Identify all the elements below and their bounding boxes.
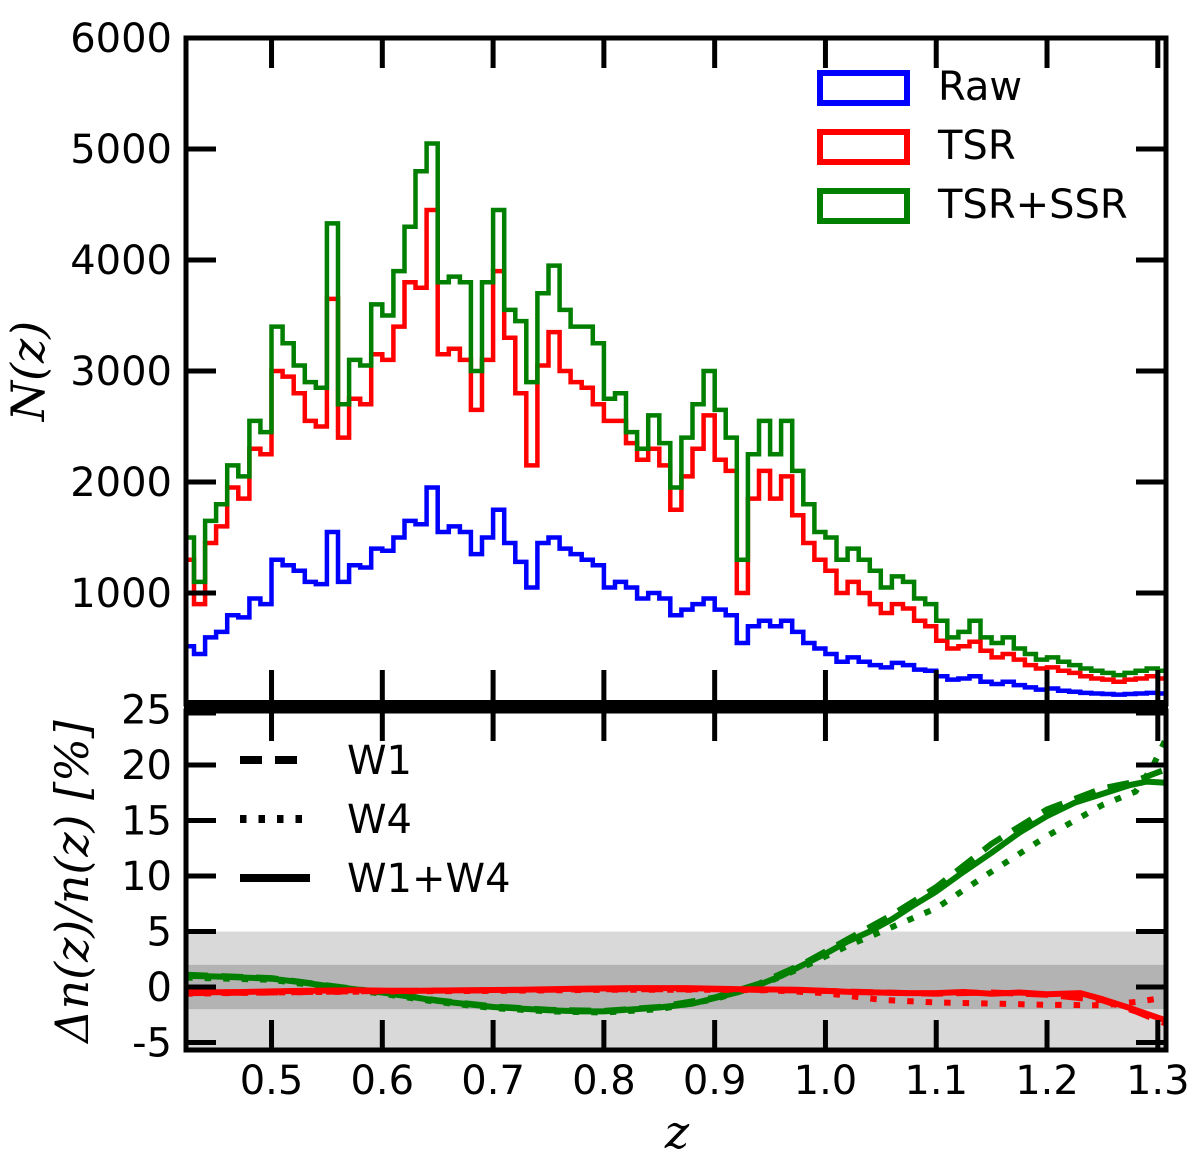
legend-swatch-raw (817, 70, 910, 106)
legend-label-w4: W4 (347, 797, 412, 843)
ytick-label-bottom: 5 (147, 910, 172, 956)
ytick-label-bottom: 20 (121, 743, 172, 789)
ytick-label-top: 6000 (70, 16, 172, 62)
ytick-label-bottom: 15 (121, 799, 172, 845)
xtick-label: 1.0 (794, 1058, 858, 1104)
tsr-ssr-histogram (186, 141, 1166, 678)
legend-label-tsr: TSR (937, 123, 1016, 169)
ytick-label-bottom: -5 (132, 1021, 172, 1067)
xtick-label: 1.3 (1126, 1058, 1190, 1104)
xtick-label: 0.6 (350, 1058, 414, 1104)
ytick-label-top: 2000 (70, 460, 172, 506)
xtick-label: 0.9 (683, 1058, 747, 1104)
xtick-label: 1.2 (1015, 1058, 1079, 1104)
xtick-label: 0.7 (461, 1058, 525, 1104)
ytick-label-top: 4000 (70, 238, 172, 284)
legend-swatch-tsr-ssr (817, 188, 910, 224)
legend-label-w1-w4: W1+W4 (347, 856, 511, 902)
y-axis-label-bottom: Δn(z)/n(z) [%] (45, 720, 99, 1045)
panel-divider (184, 700, 1168, 712)
ytick-label-bottom: 10 (121, 854, 172, 900)
legend-label-raw: Raw (938, 64, 1022, 110)
legend-label-tsr-ssr: TSR+SSR (937, 182, 1128, 228)
xtick-label: 0.8 (572, 1058, 636, 1104)
ratio-curve-tsr-ssr-w1-w4 (186, 778, 1166, 1015)
ytick-label-top: 1000 (70, 571, 172, 617)
ytick-label-bottom: 0 (147, 965, 172, 1011)
ytick-label-bottom: 25 (121, 688, 172, 734)
ratio-curve-tsr-w1-w4 (186, 985, 1166, 1024)
y-axis-label-top: N(z) (1, 321, 55, 422)
tsr-histogram (186, 207, 1166, 685)
legend-label-w1: W1 (347, 738, 412, 784)
xtick-label: 1.1 (904, 1058, 968, 1104)
ytick-label-top: 5000 (70, 127, 172, 173)
xtick-label: 0.5 (240, 1058, 304, 1104)
top-panel-frame (183, 35, 1169, 707)
ytick-label-top: 3000 (70, 349, 172, 395)
raw-histogram (186, 485, 1166, 697)
x-axis-label: z (664, 1105, 690, 1159)
legend-swatch-tsr (817, 129, 910, 165)
